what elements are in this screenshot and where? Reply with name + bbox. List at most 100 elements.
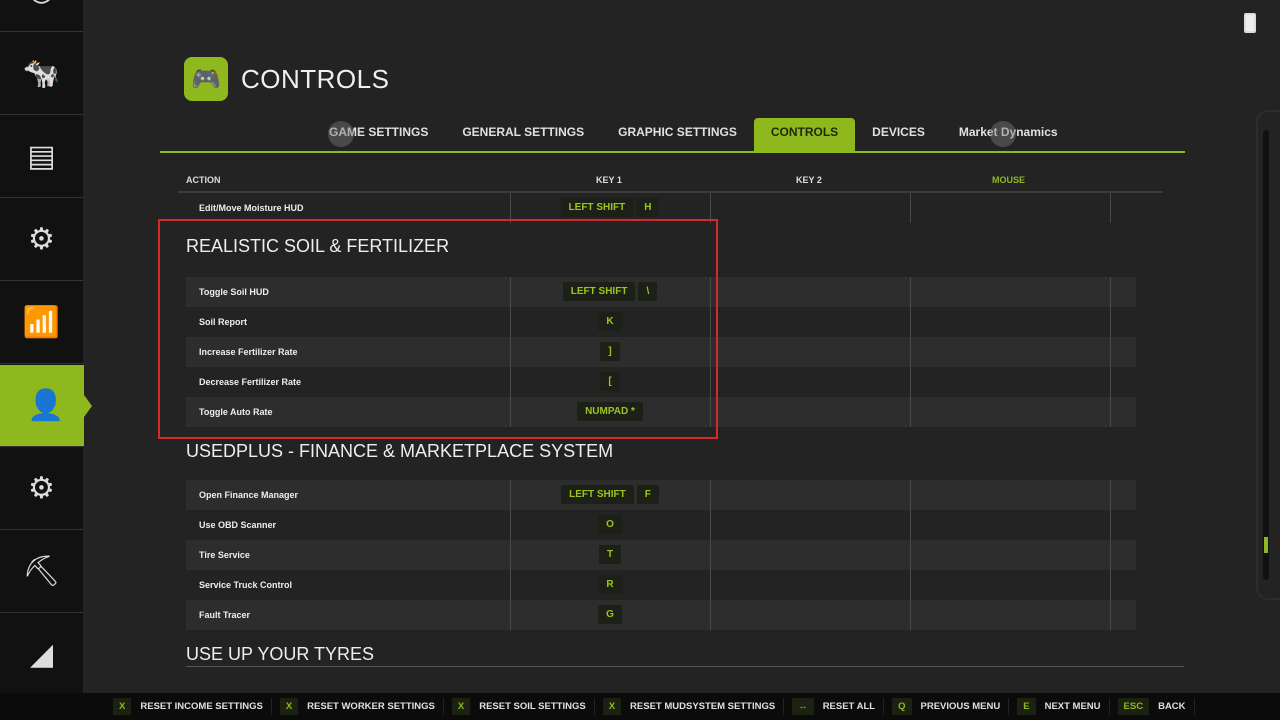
column-divider <box>910 367 1110 397</box>
action-label: Soil Report <box>199 317 248 327</box>
scrollbar-thumb[interactable] <box>1264 537 1268 553</box>
key-binding[interactable]: LEFT SHIFT <box>561 485 634 504</box>
table-row[interactable]: Soil Report K <box>186 307 1136 337</box>
sidebar-item-clock[interactable]: ◷ <box>0 0 83 32</box>
key1-bindings: O <box>510 515 710 534</box>
sidebar-item-production[interactable]: ⚙ <box>0 199 83 281</box>
key-binding[interactable]: T <box>598 545 622 564</box>
table-row[interactable]: Service Truck Control R <box>186 570 1136 600</box>
key-binding[interactable]: G <box>598 605 622 624</box>
sidebar-item-cow[interactable]: 🐄 <box>0 33 83 115</box>
table-row[interactable]: Edit/Move Moisture HUD LEFT SHIFT H <box>186 193 1136 223</box>
tab-market-dynamics[interactable]: Market Dynamics <box>958 125 1058 139</box>
footer-action-label: RESET WORKER SETTINGS <box>307 701 435 712</box>
column-divider <box>1110 480 1280 510</box>
key-binding[interactable]: [ <box>600 372 620 391</box>
sidebar-item-progress[interactable]: ◢ <box>0 614 83 696</box>
tab-controls[interactable]: CONTROLS <box>753 118 856 152</box>
key-binding[interactable]: ] <box>600 342 620 361</box>
sidebar-item-statistics[interactable]: 📶 <box>0 282 83 364</box>
key-binding[interactable]: O <box>598 515 622 534</box>
key-binding[interactable]: R <box>598 575 622 594</box>
key-binding[interactable]: LEFT SHIFT <box>560 198 634 217</box>
tab-underline <box>160 151 1185 153</box>
footer-action-back[interactable]: ESC BACK <box>1117 698 1195 715</box>
column-divider <box>710 570 910 600</box>
column-divider <box>510 600 710 630</box>
table-row[interactable]: Use OBD Scanner O <box>186 510 1136 540</box>
column-divider <box>510 367 710 397</box>
section-title: USE UP YOUR TYRES <box>186 644 375 664</box>
table-row[interactable]: Increase Fertilizer Rate] <box>186 337 1136 367</box>
column-divider <box>910 480 1110 510</box>
column-header-key1: KEY 1 <box>596 175 622 185</box>
column-divider <box>710 193 910 223</box>
tab-devices[interactable]: DEVICES <box>872 125 925 139</box>
footer-action-label: RESET MUDSYSTEM SETTINGS <box>630 701 776 712</box>
key-binding[interactable]: F <box>636 485 659 504</box>
key-binding[interactable]: \ <box>638 282 658 301</box>
battery-icon <box>1244 13 1256 33</box>
key-binding[interactable]: NUMPAD * <box>577 402 643 421</box>
sidebar-item-excavator[interactable]: ⛏ <box>0 531 83 613</box>
progress-icon: ◢ <box>29 638 54 671</box>
table-row[interactable]: Fault Tracer G <box>186 600 1136 630</box>
column-divider <box>510 570 710 600</box>
key-binding[interactable]: LEFT SHIFT <box>562 282 636 301</box>
key1-bindings: LEFT SHIFT \ <box>510 282 710 301</box>
column-divider <box>510 540 710 570</box>
column-divider <box>1110 337 1280 367</box>
action-label: Fault Tracer <box>199 610 251 620</box>
footer-action-reset-worker-settings[interactable]: X RESET WORKER SETTINGS <box>279 698 444 715</box>
next-tab-button[interactable] <box>990 121 1016 147</box>
scrollbar[interactable] <box>1263 130 1269 580</box>
table-row[interactable]: Tire Service T <box>186 540 1136 570</box>
column-header-mouse: MOUSE <box>992 175 1026 185</box>
footer-action-next-menu[interactable]: E NEXT MENU <box>1017 698 1110 715</box>
column-divider <box>910 277 1110 307</box>
key-binding[interactable]: H <box>636 198 660 217</box>
column-divider <box>710 367 910 397</box>
column-header-action: ACTION <box>186 175 221 185</box>
key1-bindings: [ <box>510 372 710 391</box>
action-label: Toggle Auto Rate <box>199 407 273 417</box>
column-divider <box>910 600 1110 630</box>
table-row[interactable]: Decrease Fertilizer Rate [ <box>186 367 1136 397</box>
footer-action-label: PREVIOUS MENU <box>920 701 1001 712</box>
column-divider <box>510 277 710 307</box>
footer-action-reset-income-settings[interactable]: X RESET INCOME SETTINGS <box>113 698 272 715</box>
footer-action-reset-soil-settings[interactable]: X RESET SOIL SETTINGS <box>451 698 595 715</box>
page-title: CONTROLS <box>241 64 390 94</box>
sidebar-item-settings[interactable]: ⚙ <box>0 448 83 530</box>
column-divider <box>1110 570 1280 600</box>
column-divider <box>710 307 910 337</box>
prev-tab-button[interactable] <box>328 121 354 147</box>
table-row[interactable]: Open Finance Manager LEFT SHIFT F <box>186 480 1136 510</box>
action-label: Open Finance Manager <box>199 490 299 500</box>
highlight-box <box>158 219 718 439</box>
key-hint: ESC <box>1117 698 1150 715</box>
tab-game-settings[interactable]: GAME SETTINGS <box>329 125 429 139</box>
footer-action-label: BACK <box>1158 701 1186 712</box>
sidebar-item-workers[interactable]: 👤 <box>0 365 92 447</box>
key-hint: Q <box>892 698 912 715</box>
tab-graphic-settings[interactable]: GRAPHIC SETTINGS <box>618 125 737 139</box>
column-divider <box>510 510 710 540</box>
tab-general-settings[interactable]: GENERAL SETTINGS <box>462 125 585 139</box>
cow-icon: 🐄 <box>22 57 61 90</box>
footer-action-previous-menu[interactable]: Q PREVIOUS MENU <box>892 698 1010 715</box>
footer-bar: X RESET INCOME SETTINGS X RESET WORKER SETT… <box>0 693 1280 720</box>
footer-action-reset-mudsystem-settings[interactable]: X RESET MUDSYSTEM SETTINGS <box>602 698 785 715</box>
column-divider <box>910 337 1110 367</box>
table-row[interactable]: Toggle Soil HUD LEFT SHIFT \ <box>186 277 1136 307</box>
column-divider <box>510 337 710 367</box>
key-hint: X <box>113 698 132 715</box>
sidebar-item-contracts[interactable]: ▤ <box>0 116 83 198</box>
table-row[interactable]: Toggle Auto Rate NUMPAD * <box>186 397 1136 427</box>
footer-action-reset-all[interactable]: ↔ RESET ALL <box>792 698 885 715</box>
key1-bindings: K <box>510 312 710 331</box>
footer-action-label: RESET ALL <box>822 701 876 712</box>
key-binding[interactable]: K <box>598 312 622 331</box>
column-divider <box>910 570 1110 600</box>
section-title: USEDPLUS - FINANCE & MARKETPLACE SYSTEM <box>186 441 614 461</box>
